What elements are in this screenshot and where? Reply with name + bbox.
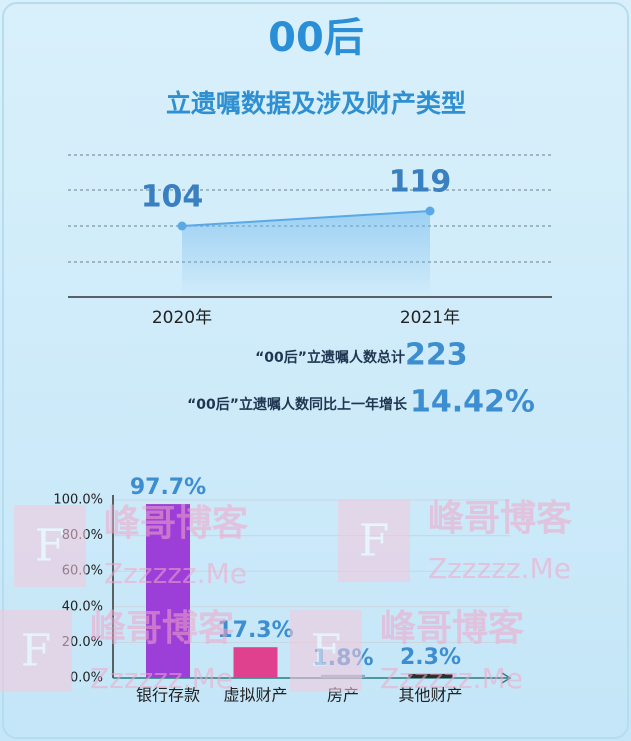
x-tick-label: 银行存款 xyxy=(136,686,200,705)
data-label: 2.3% xyxy=(400,645,461,670)
watermark-site: Zzzzzz.Me xyxy=(380,662,523,695)
watermark-site: Zzzzzz.Me xyxy=(90,662,233,695)
bar xyxy=(146,504,190,678)
stat-value: 14.42% xyxy=(410,385,535,420)
watermark-box xyxy=(290,610,362,692)
line xyxy=(181,210,431,227)
stat-label: “00后”立遗嘱人数总计 xyxy=(255,349,405,366)
watermark-mark: F xyxy=(35,521,66,572)
x-tick-label: 2021年 xyxy=(400,308,460,328)
bar xyxy=(233,647,278,678)
watermarks: F 峰哥博客 Zzzzzz.Me F 峰哥博客 Zzzzzz.Me F 峰哥博客 Zzzzzz.… xyxy=(0,498,572,695)
title: 00后 xyxy=(268,15,364,61)
x-tick-label: 其他财产 xyxy=(398,686,462,705)
watermark-box xyxy=(14,505,86,587)
y-tick-label: 20.0% xyxy=(62,635,103,650)
watermark-box xyxy=(338,500,410,582)
watermark-mark: F xyxy=(21,626,52,677)
stat-value: 223 xyxy=(405,338,468,373)
watermark-site: Zzzzzz.Me xyxy=(428,552,571,585)
data-label: 97.7% xyxy=(130,475,206,500)
y-tick-label: 0.0% xyxy=(70,671,103,686)
data-label: 119 xyxy=(389,165,452,200)
point xyxy=(425,206,435,216)
watermark-name: 峰哥博客 xyxy=(90,608,234,649)
bar xyxy=(408,673,453,678)
watermark-name: 峰哥博客 xyxy=(380,608,524,649)
y-tick-label: 100.0% xyxy=(53,493,103,508)
data-label: 17.3% xyxy=(217,618,293,643)
watermark-site: Zzzzzz.Me xyxy=(104,557,247,590)
watermark-name: 峰哥博客 xyxy=(104,503,248,544)
watermark-mark: F xyxy=(311,626,342,677)
area xyxy=(182,211,430,297)
watermark-mark: F xyxy=(359,516,390,567)
x-tick-label: 虚拟财产 xyxy=(223,686,287,705)
y-tick-label: 40.0% xyxy=(62,599,103,614)
x-tick-label: 2020年 xyxy=(152,308,212,328)
watermark-name: 峰哥博客 xyxy=(428,498,572,539)
subtitle: 立遗嘱数据及涉及财产类型 xyxy=(166,89,466,118)
stat-label: “00后”立遗嘱人数同比上一年增长 xyxy=(187,396,408,413)
watermark-box xyxy=(0,610,72,692)
data-label: 104 xyxy=(141,180,204,215)
point xyxy=(177,221,187,231)
